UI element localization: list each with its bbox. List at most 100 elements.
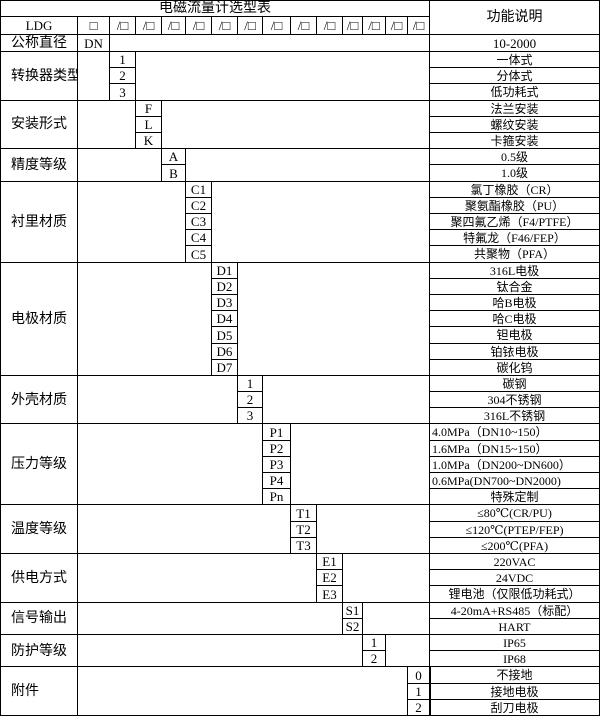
option-desc: 聚四氟乙烯（F4/PTFE） — [430, 214, 600, 230]
model-slot: □ — [78, 17, 110, 35]
option-code: B — [162, 165, 186, 182]
option-code: C1 — [186, 182, 212, 198]
blank-cell — [78, 602, 343, 635]
group-label: 转换器类型 — [0, 52, 78, 101]
option-code: A — [162, 149, 186, 165]
group-label: 外壳材质 — [0, 375, 78, 425]
model-slot: /□ — [212, 17, 238, 35]
option-code: E2 — [317, 570, 343, 586]
option-desc: ≤200℃(PFA) — [430, 538, 600, 554]
model-slot: /□ — [238, 17, 263, 35]
option-desc: 特氟龙（F46/FEP） — [430, 230, 600, 246]
group-label: 供电方式 — [0, 554, 78, 603]
option-code: D7 — [212, 360, 238, 376]
option-code: 0 — [408, 667, 430, 684]
model-slot: /□ — [291, 17, 317, 35]
option-desc: 哈B电极 — [430, 295, 600, 311]
group-label: 衬里材质 — [0, 181, 78, 263]
option-code: T2 — [291, 522, 317, 538]
option-desc: 聚氨酯橡胶（PU） — [430, 198, 600, 214]
blank-cell — [212, 181, 430, 263]
option-desc: 碳钢 — [430, 376, 600, 392]
option-code: D1 — [212, 263, 238, 279]
option-desc: 钽电极 — [430, 327, 600, 344]
blank-cell — [78, 100, 136, 150]
option-desc: 1.0MPa（DN200~DN600） — [430, 457, 600, 473]
option-desc: 316L电极 — [430, 263, 600, 279]
group-label: 附件 — [0, 667, 78, 716]
model-slot: /□ — [343, 17, 363, 35]
blank-cell — [78, 262, 212, 376]
blank-cell — [110, 35, 430, 52]
option-desc: 一体式 — [430, 52, 600, 68]
blank-cell — [291, 424, 430, 506]
option-desc: 1.0级 — [430, 165, 600, 182]
option-desc: 低功耗式 — [430, 84, 600, 101]
option-code: 2 — [408, 700, 430, 716]
option-code: C2 — [186, 198, 212, 214]
option-desc: 刮刀电极 — [430, 700, 600, 716]
group-label: 精度等级 — [0, 149, 78, 182]
option-desc: IP65 — [430, 635, 600, 651]
option-desc: 分体式 — [430, 68, 600, 84]
option-desc: 4-20mA+RS485（标配） — [430, 603, 600, 619]
option-code: T3 — [291, 538, 317, 554]
model-slot: /□ — [408, 17, 430, 35]
model-slot: /□ — [386, 17, 408, 35]
option-code: 1 — [238, 376, 263, 392]
option-desc: ≤80℃(CR/PU) — [430, 505, 600, 522]
group-label: 信号输出 — [0, 602, 78, 635]
blank-cell — [78, 667, 408, 716]
option-desc: 1.6MPa（DN15~150） — [430, 441, 600, 457]
blank-cell — [78, 424, 263, 506]
blank-cell — [78, 554, 317, 603]
blank-cell — [238, 262, 430, 376]
option-code: C5 — [186, 246, 212, 263]
model-prefix: LDG — [0, 17, 78, 35]
group-label: 安装形式 — [0, 100, 78, 150]
option-code: D6 — [212, 344, 238, 360]
model-slot: /□ — [263, 17, 291, 35]
option-desc: HART — [430, 619, 600, 635]
blank-cell — [186, 149, 430, 182]
option-desc: 24VDC — [430, 570, 600, 586]
nominal-desc: 10-2000 — [430, 35, 600, 52]
model-slot: /□ — [317, 17, 343, 35]
option-code: E1 — [317, 554, 343, 570]
blank-cell — [78, 635, 363, 668]
option-desc: 钛合金 — [430, 279, 600, 295]
option-code: P2 — [263, 441, 291, 457]
blank-cell — [343, 554, 430, 603]
option-desc: 0.6MPa(DN700~DN2000) — [430, 473, 600, 489]
option-desc: 特殊定制 — [430, 489, 600, 505]
option-code: P3 — [263, 457, 291, 473]
option-code: D3 — [212, 295, 238, 311]
option-code: E3 — [317, 586, 343, 603]
option-code: D5 — [212, 327, 238, 344]
option-code: Pn — [263, 489, 291, 505]
option-code: C3 — [186, 214, 212, 230]
blank-cell — [78, 505, 291, 555]
option-code: D4 — [212, 311, 238, 327]
model-slot: /□ — [363, 17, 386, 35]
model-slot: /□ — [186, 17, 212, 35]
option-desc: 锂电池（仅限低功耗式） — [430, 586, 600, 603]
group-label: 压力等级 — [0, 424, 78, 506]
option-code: 2 — [238, 392, 263, 408]
model-slot: /□ — [110, 17, 136, 35]
option-desc: 不接地 — [430, 667, 600, 684]
option-code: P1 — [263, 424, 291, 441]
option-code: P4 — [263, 473, 291, 489]
option-desc: 220VAC — [430, 554, 600, 570]
option-code: F — [136, 101, 162, 117]
option-desc: 哈C电极 — [430, 311, 600, 327]
option-desc: 4.0MPa（DN10~150） — [430, 424, 600, 441]
option-code: 2 — [110, 68, 136, 84]
option-code: 1 — [363, 635, 386, 651]
option-code: 3 — [110, 84, 136, 101]
blank-cell — [78, 181, 186, 263]
function-header: 功能说明 — [430, 0, 600, 35]
option-desc: 316L不锈钢 — [430, 408, 600, 424]
blank-cell — [162, 100, 430, 150]
